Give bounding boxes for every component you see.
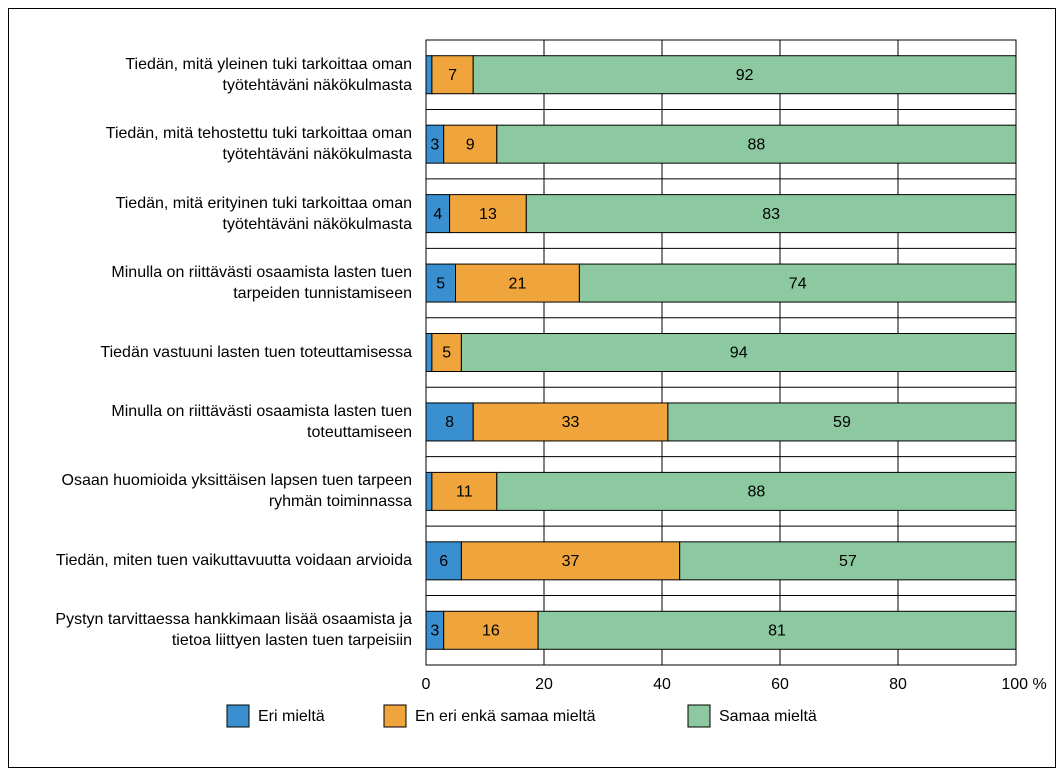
bar-segment	[460, 333, 1017, 372]
data-label: 4	[433, 206, 442, 223]
category-label: Tiedän, mitä yleinen tuki tarkoittaa oma…	[30, 40, 412, 109]
data-label: 6	[439, 553, 448, 570]
x-tick-label: 0	[422, 676, 431, 693]
bar-segment	[455, 263, 580, 303]
category-label: Tiedän, miten tuen vaikuttavuutta voidaa…	[30, 526, 412, 595]
bar-segment	[425, 471, 433, 511]
bar-segment	[537, 610, 1017, 650]
legend-label: Eri mieltä	[258, 708, 325, 725]
data-label: 37	[562, 553, 580, 570]
data-label: 5	[436, 275, 445, 292]
data-label: 94	[730, 345, 748, 362]
bar-segment	[443, 124, 498, 164]
category-label: Tiedän, mitä erityinen tuki tarkoittaa o…	[30, 179, 412, 248]
category-text: Minulla on riittävästi osaamista lasten …	[111, 402, 412, 441]
x-tick-label: 80	[889, 676, 907, 693]
x-tick-label: 60	[771, 676, 789, 693]
bar-segment	[431, 471, 498, 511]
bar-segment	[425, 263, 456, 303]
category-label: Tiedän vastuuni lasten tuen toteuttamise…	[30, 318, 412, 387]
bar-segment	[425, 55, 433, 95]
bar-segment	[472, 55, 1017, 95]
data-label: 11	[456, 484, 473, 501]
category-text: Tiedän, mitä erityinen tuki tarkoittaa o…	[115, 194, 412, 233]
chart-border	[8, 8, 1056, 768]
bar-segment	[425, 541, 462, 581]
category-text: Minulla on riittävästi osaamista lasten …	[111, 264, 412, 303]
bar-segment	[460, 541, 681, 581]
bar-segment	[578, 263, 1017, 303]
category-text: Tiedän, mitä yleinen tuki tarkoittaa oma…	[125, 55, 412, 94]
data-label: 88	[748, 136, 766, 153]
x-tick-label: 100 %	[1001, 676, 1046, 693]
x-tick-label: 40	[653, 676, 671, 693]
category-text: Tiedän, mitä tehostettu tuki tarkoittaa …	[105, 125, 412, 164]
data-label: 3	[430, 622, 439, 639]
bar-segment	[667, 402, 1017, 442]
data-label: 74	[789, 275, 807, 292]
data-label: 21	[509, 275, 527, 292]
data-label: 5	[442, 345, 451, 362]
data-label: 7	[448, 67, 457, 84]
data-label: 9	[466, 136, 475, 153]
legend-swatch	[383, 704, 407, 728]
category-label: Pystyn tarvittaessa hankkimaan lisää osa…	[30, 596, 412, 665]
bar-segment	[425, 333, 433, 372]
data-label: 16	[482, 622, 500, 639]
category-text: Osaan huomioida yksittäisen lapsen tuen …	[61, 472, 412, 511]
bar-segment	[525, 194, 1017, 234]
legend-label: En eri enkä samaa mieltä	[415, 708, 596, 725]
data-label: 88	[748, 484, 766, 501]
bar-segment	[472, 402, 669, 442]
legend-swatch	[226, 704, 250, 728]
bar-segment	[496, 471, 1017, 511]
data-label: 3	[430, 136, 439, 153]
x-tick-label: 20	[535, 676, 553, 693]
bar-segment	[496, 124, 1017, 164]
legend-label: Samaa mieltä	[719, 708, 817, 725]
data-label: 8	[445, 414, 454, 431]
category-text: Tiedän vastuuni lasten tuen toteuttamise…	[100, 343, 412, 361]
data-label: 92	[736, 67, 754, 84]
data-label: 33	[562, 414, 580, 431]
category-label: Minulla on riittävästi osaamista lasten …	[30, 387, 412, 456]
category-label: Minulla on riittävästi osaamista lasten …	[30, 248, 412, 317]
data-label: 13	[479, 206, 497, 223]
data-label: 83	[762, 206, 780, 223]
data-label: 57	[839, 553, 857, 570]
data-label: 59	[833, 414, 851, 431]
category-label: Tiedän, mitä tehostettu tuki tarkoittaa …	[30, 109, 412, 178]
bar-segment	[425, 402, 474, 442]
bar-segment	[679, 541, 1017, 581]
bar-segment	[443, 610, 539, 650]
category-label: Osaan huomioida yksittäisen lapsen tuen …	[30, 457, 412, 526]
category-text: Tiedän, miten tuen vaikuttavuutta voidaa…	[55, 552, 412, 570]
bar-segment	[449, 194, 527, 234]
data-label: 81	[768, 622, 786, 639]
category-text: Pystyn tarvittaessa hankkimaan lisää osa…	[55, 611, 412, 650]
legend-swatch	[687, 704, 711, 728]
